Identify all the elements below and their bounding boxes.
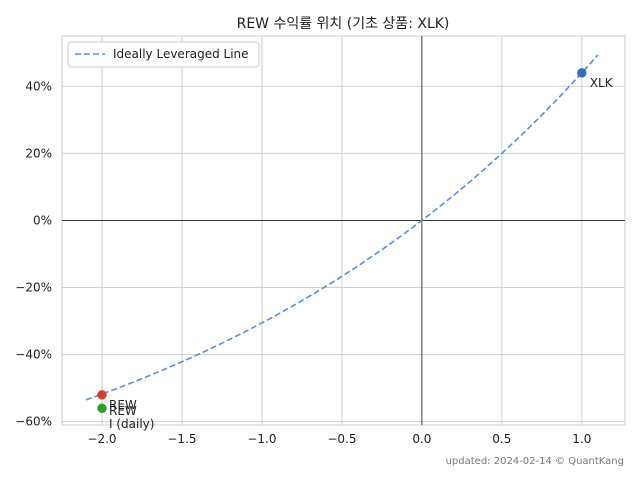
legend-box [67,41,260,68]
y-tick-label: 20% [25,146,52,160]
tick-labels: −2.0 −1.5 −1.0 −0.5 0.0 0.5 1.0 −60% −40% −20% 0% 2… [15,79,591,446]
grid-lines [62,36,625,425]
x-tick-label: 1.0 [572,432,591,446]
point-label: REW [109,404,137,418]
y-tick-label: 40% [25,79,52,93]
legend: Ideally Leveraged Line [67,41,260,68]
x-tick-label: −1.0 [247,432,276,446]
point-rew [97,403,107,413]
y-tick-label: −40% [15,348,52,362]
x-tick-label: 0.5 [492,432,511,446]
y-tick-label: −60% [15,415,52,429]
x-tick-label: −0.5 [327,432,356,446]
point-label: I (daily) [109,417,154,431]
x-tick-label: −2.0 [87,432,116,446]
chart-title: REW 수익률 위치 (기초 상품: XLK) [237,16,450,32]
axes [61,35,626,426]
ideally-leveraged-line [85,54,599,401]
x-tick-label: 0.0 [412,432,431,446]
point-rew [97,390,107,400]
y-tick-label: −20% [15,281,52,295]
point-xlk [577,68,587,78]
plot-frame [61,35,626,426]
point-label: XLK [590,76,614,90]
legend-label: Ideally Leveraged Line [113,47,249,61]
y-tick-label: 0% [33,213,52,227]
footer-updated: updated: 2024-02-14 © QuantKang [446,456,624,467]
point-label: REW [109,398,137,412]
x-tick-label: −1.5 [167,432,196,446]
